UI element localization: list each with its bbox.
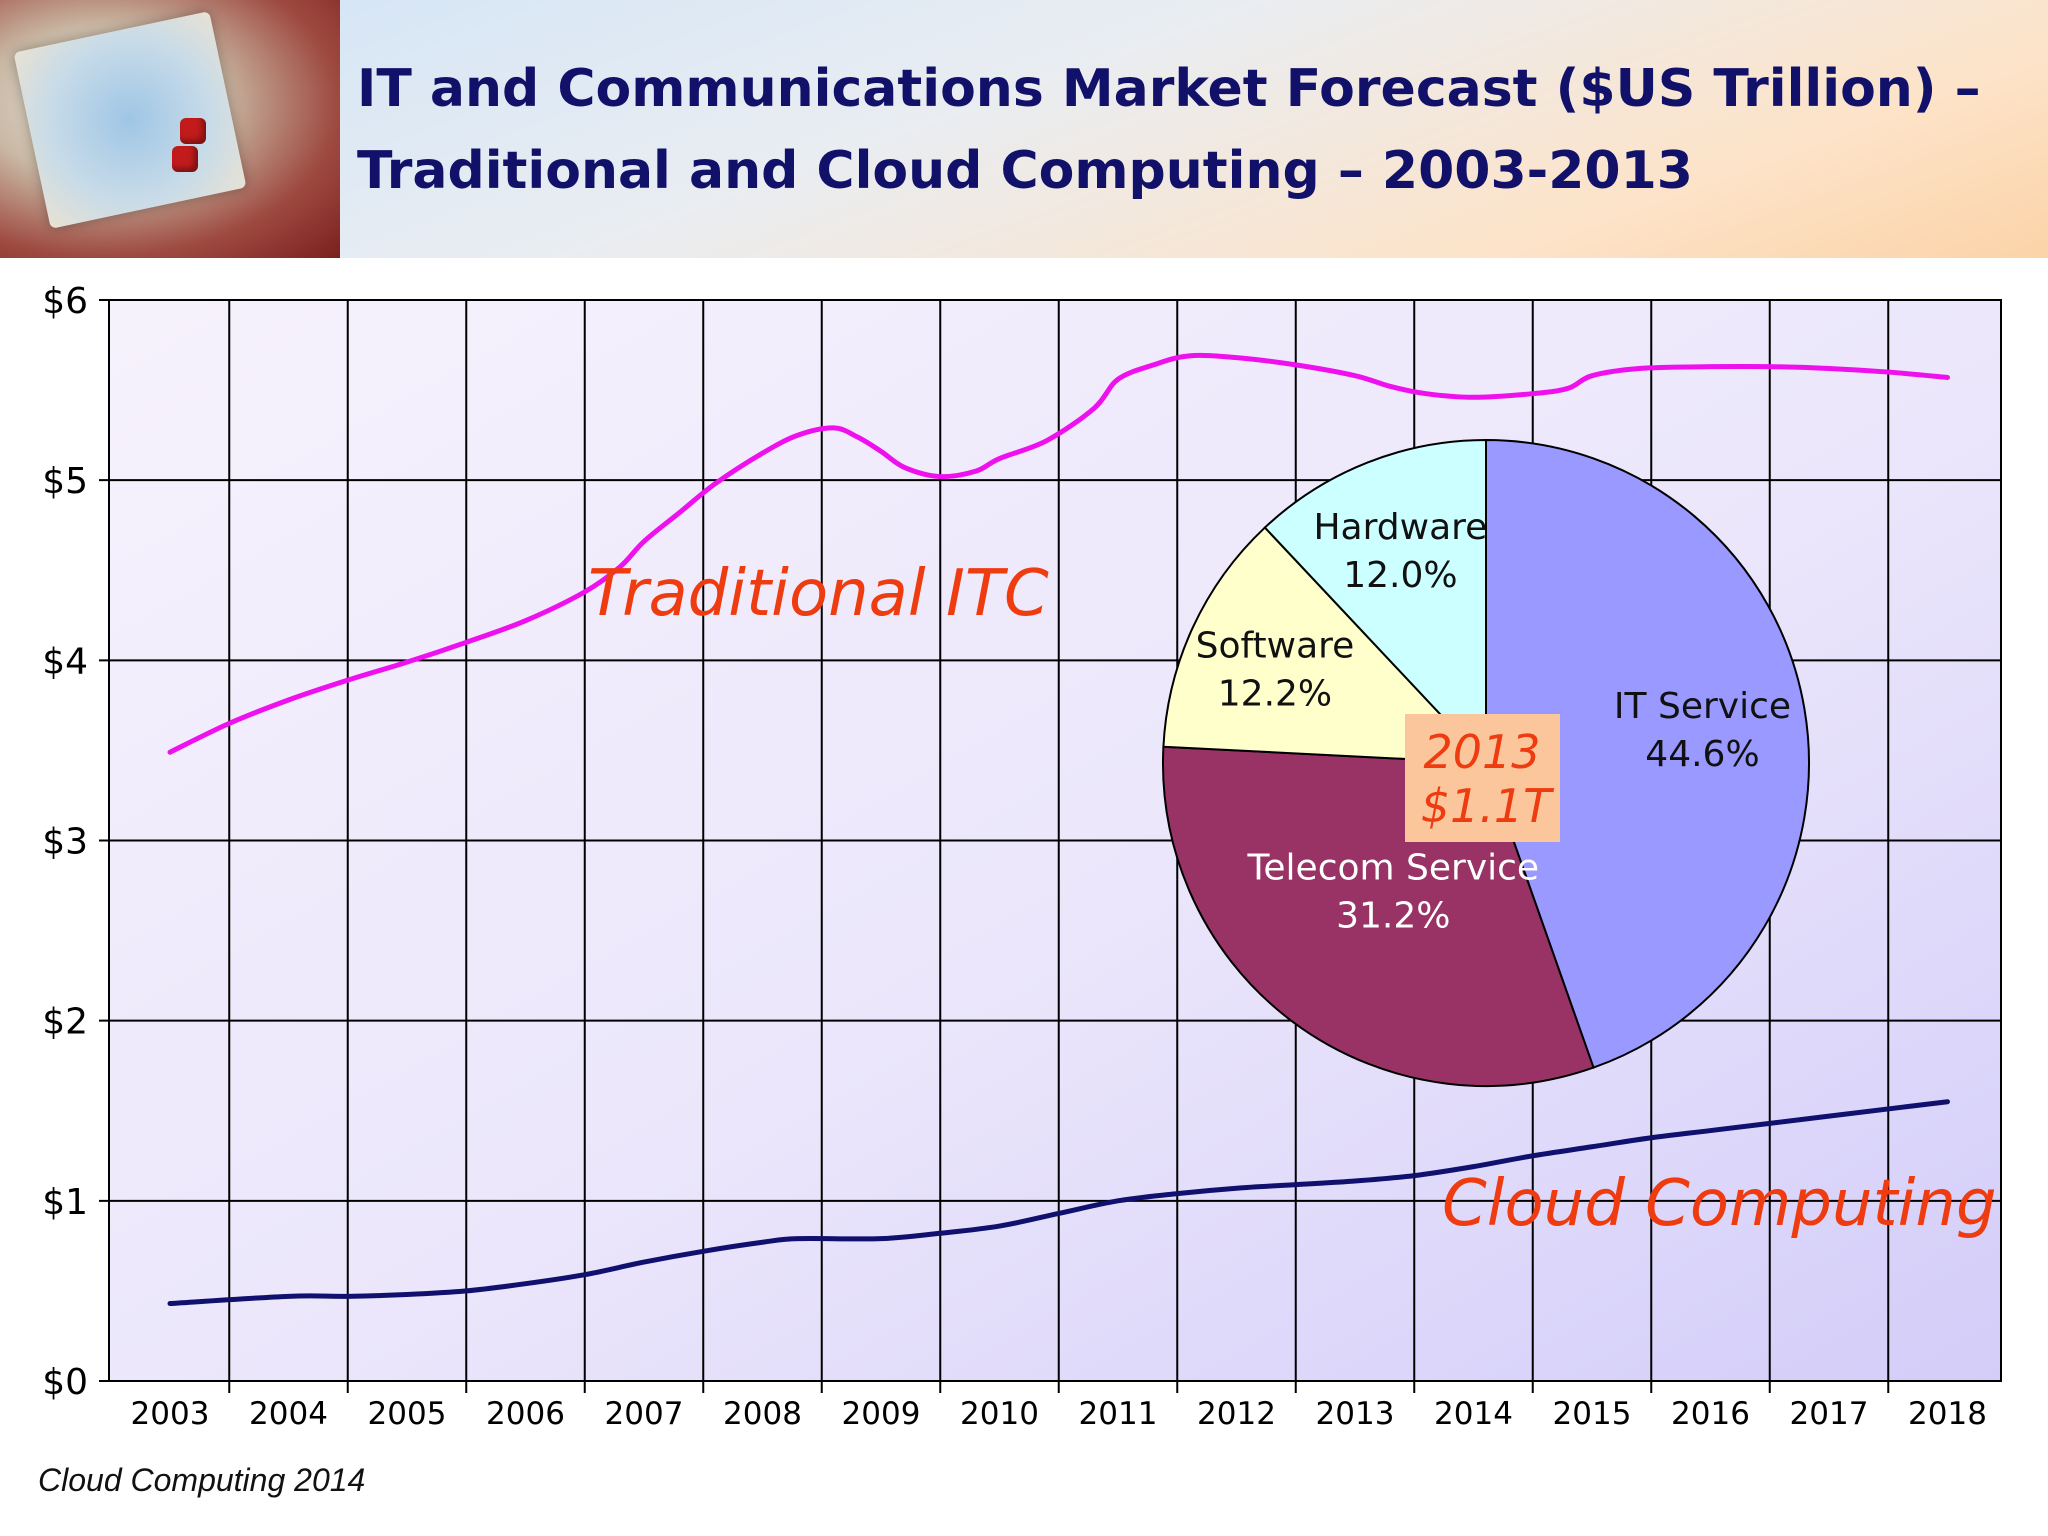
pie-slice-name: Hardware [1313,507,1487,548]
x-tick-label: 2005 [368,1396,447,1432]
x-tick-label: 2012 [1197,1396,1276,1432]
traditional-itc-annotation: Traditional ITC [588,557,1049,631]
y-tick-label: $6 [42,281,88,322]
y-tick-label: $0 [42,1362,88,1403]
pie-slice-percent: 44.6% [1645,734,1759,775]
title-line-2: Traditional and Cloud Computing – 2003-2… [357,141,1693,201]
x-tick-label: 2004 [249,1396,328,1432]
pie-slice-it-service [1485,438,1810,1069]
x-tick-label: 2008 [723,1396,802,1432]
x-tick-label: 2006 [486,1396,565,1432]
x-tick-label: 2018 [1908,1396,1987,1432]
x-tick-label: 2011 [1079,1396,1158,1432]
x-axis-tick-labels: 2003 2004 2005 2006 2007 2008 2009 2010 2011 2012… [131,1396,1987,1432]
y-tick-label: $4 [42,641,88,682]
red-die-icon [180,118,206,144]
x-tick-label: 2003 [131,1396,210,1432]
pie-chart-2013 [1162,438,1810,1087]
y-tick-label: $1 [42,1182,88,1223]
title-line-1: IT and Communications Market Forecast ($… [357,59,1981,119]
pie-center-label-year: 2013 [1423,725,1540,779]
pie-slice-hardware [1263,438,1487,766]
x-tick-label: 2017 [1790,1396,1869,1432]
x-tick-label: 2013 [1316,1396,1395,1432]
pie-slice-percent: 31.2% [1336,895,1450,936]
pie-center-label-total: $1.1T [1421,779,1555,833]
pie-slice-name: Telecom Service [1247,847,1540,888]
cloud-computing-annotation: Cloud Computing [1442,1167,1997,1241]
pie-slice-software [1162,526,1489,765]
y-axis-tick-labels: $0 $1 $2 $3 $4 $5 $6 [42,281,88,1403]
series-lines [167,352,1950,1307]
slide-header [0,0,2048,258]
x-tick-label: 2010 [960,1396,1039,1432]
pie-slice-percent: 12.2% [1218,673,1332,714]
slide-footer: Cloud Computing 2014 [38,1462,366,1498]
x-tick-label: 2016 [1671,1396,1750,1432]
header-photo [0,0,340,258]
pie-slice-name: IT Service [1614,686,1791,727]
pie-center-label-box [1405,714,1560,842]
x-tick-label: 2014 [1434,1396,1513,1432]
pie-slice-percent: 12.0% [1343,555,1457,596]
y-tick-label: $2 [42,1002,88,1043]
series-line-cloud-computing [167,1099,1950,1307]
x-tick-label: 2015 [1553,1396,1632,1432]
x-tick-label: 2007 [605,1396,684,1432]
pie-slice-labels: IT Service 44.6% Telecom Service 31.2% Softw… [1196,507,1791,937]
y-tick-label: $5 [42,461,88,502]
red-die-icon [172,146,198,172]
y-tick-label: $3 [42,822,88,863]
series-line-traditional-itc [167,352,1950,755]
x-tick-label: 2009 [842,1396,921,1432]
pie-slice-name: Software [1196,625,1355,666]
grid-lines [99,299,2001,1393]
slide-title: IT and Communications Market Forecast ($… [357,48,1997,212]
